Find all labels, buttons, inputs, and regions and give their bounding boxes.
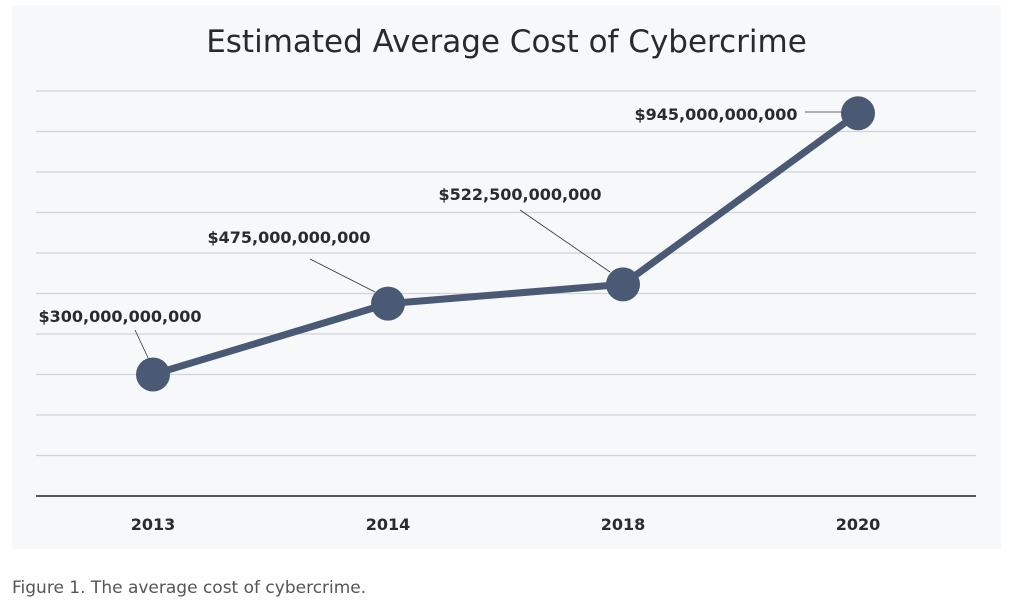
data-labels: $300,000,000,000 $475,000,000,000 $522,500… bbox=[39, 105, 798, 326]
data-point bbox=[841, 96, 875, 131]
x-tick-label: 2018 bbox=[601, 515, 646, 534]
gridlines bbox=[36, 90, 976, 497]
x-axis-ticks: 2013 2014 2018 2020 bbox=[131, 515, 881, 534]
chart-panel bbox=[12, 5, 1001, 549]
data-label: $300,000,000,000 bbox=[39, 307, 202, 326]
chart-title: Estimated Average Cost of Cybercrime bbox=[206, 24, 807, 60]
label-leader-line bbox=[134, 329, 151, 363]
data-label: $522,500,000,000 bbox=[439, 185, 602, 204]
series-line-path bbox=[151, 110, 861, 378]
x-tick-label: 2020 bbox=[836, 515, 881, 534]
data-point bbox=[371, 286, 405, 321]
figure-caption: Figure 1. The average cost of cybercrime… bbox=[12, 578, 367, 598]
data-point bbox=[136, 357, 170, 392]
label-leaders bbox=[134, 111, 845, 363]
data-label: $475,000,000,000 bbox=[208, 228, 371, 247]
series-line bbox=[136, 96, 875, 392]
data-label: $945,000,000,000 bbox=[635, 105, 798, 124]
label-leader-line bbox=[309, 258, 376, 293]
x-tick-label: 2014 bbox=[366, 515, 411, 534]
label-leader-line bbox=[519, 209, 611, 273]
data-point bbox=[606, 267, 640, 302]
x-tick-label: 2013 bbox=[131, 515, 176, 534]
